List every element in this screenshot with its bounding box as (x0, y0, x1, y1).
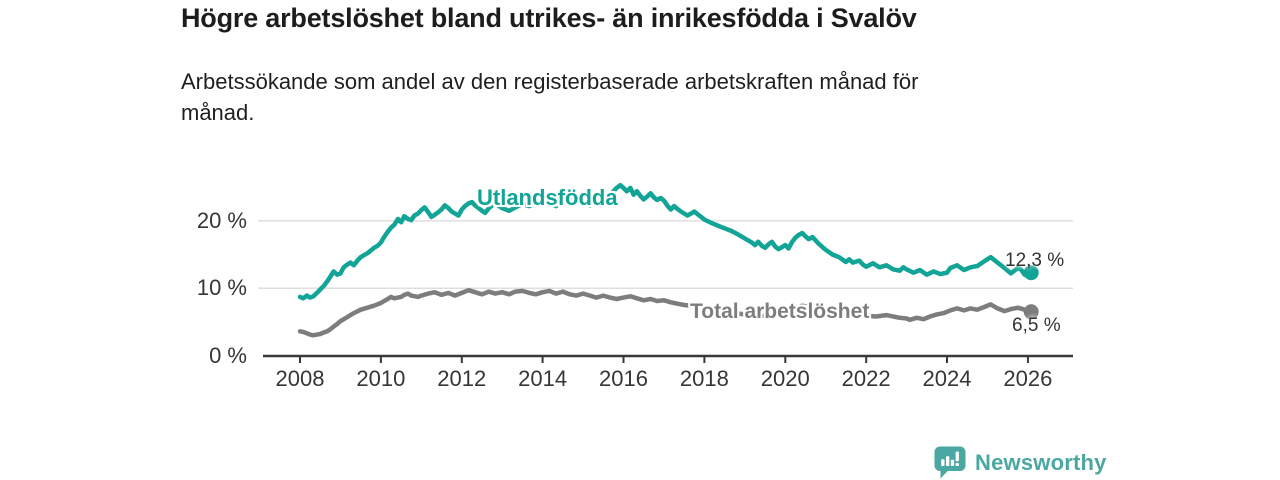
series-label-total-arbetsloshet: Total arbetslöshet (690, 300, 870, 323)
newsworthy-logo: Newsworthy (934, 446, 1107, 480)
series-label-utlandsfodda: Utlandsfödda (477, 185, 618, 210)
x-tick-label: 2014 (518, 366, 568, 391)
brand-name: Newsworthy (975, 450, 1107, 475)
x-tick-label: 2008 (275, 366, 325, 391)
x-tick-label: 2010 (356, 366, 406, 391)
series-end-dot-0 (1023, 265, 1039, 281)
x-tick-label: 2022 (841, 366, 891, 391)
chart-title: Högre arbetslöshet bland utrikes- än inr… (181, 3, 917, 33)
y-tick-label: 20 % (196, 207, 247, 233)
chart-subtitle: Arbetssökande som andel av den registerb… (181, 69, 919, 125)
x-tick-label: 2020 (760, 366, 810, 391)
end-value-label-utlandsfodda: 12,3 % (1005, 250, 1065, 271)
y-tick-label: 10 % (196, 275, 247, 301)
series-end-dot-1 (1023, 304, 1039, 320)
x-tick-label: 2018 (679, 366, 729, 391)
series-line-0 (297, 182, 1034, 301)
x-tick-label: 2026 (1003, 366, 1053, 391)
series-line-1 (297, 287, 1034, 338)
y-tick-label: 0 % (209, 342, 247, 368)
x-tick-label: 2024 (922, 366, 972, 391)
x-tick-label: 2016 (599, 366, 648, 391)
end-value-label-total-arbetsloshet: 6,5 % (1012, 315, 1061, 336)
x-tick-label: 2012 (437, 366, 487, 391)
bar-chart-speech-bubble-icon (934, 446, 966, 479)
